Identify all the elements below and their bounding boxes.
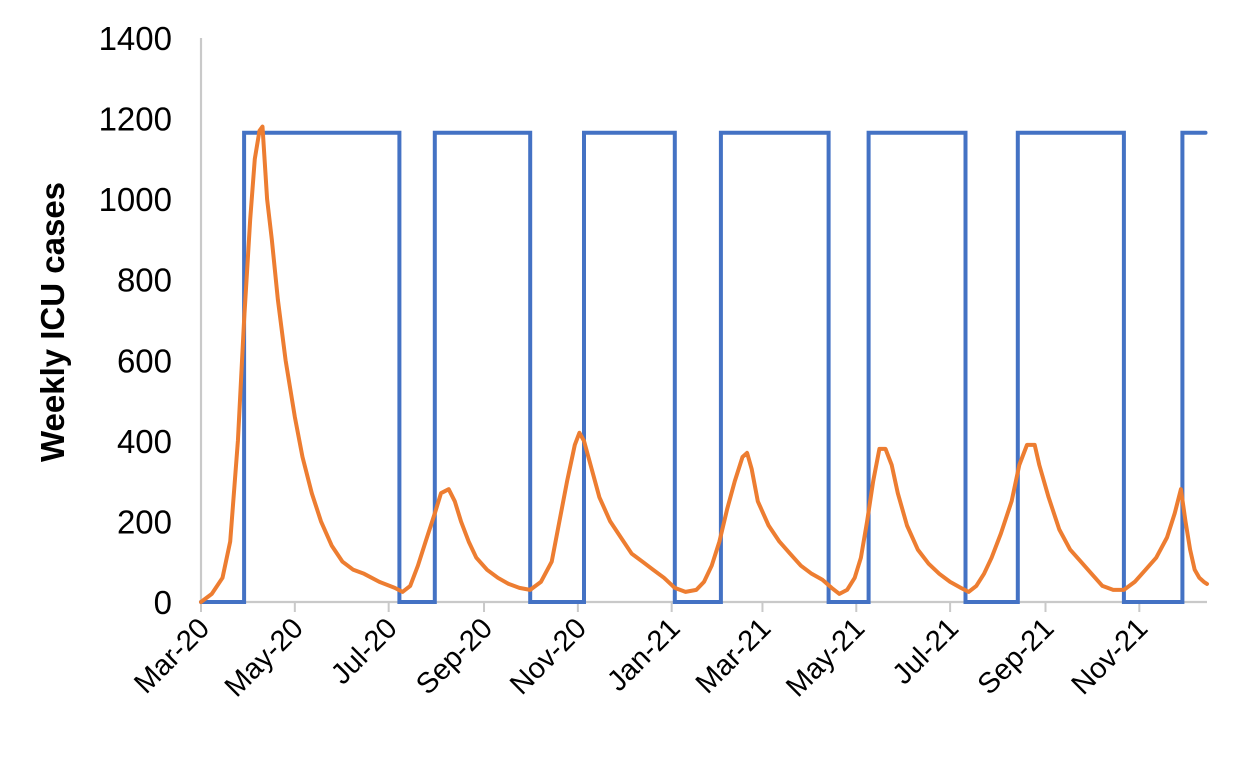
x-tick-labels: Mar-20 May-20 Jul-20 Sep-20 Nov-20 Jan-21 Mar-… <box>128 602 1154 703</box>
y-tick-label: 800 <box>117 262 172 299</box>
x-tick-label: May-21 <box>780 612 871 703</box>
x-tick-label: Jul-21 <box>887 612 965 690</box>
orange-icu-series-line <box>199 124 1209 604</box>
x-tick-label: Jan-21 <box>601 612 686 697</box>
x-tick-label: Mar-21 <box>690 612 778 700</box>
x-tick-label: May-20 <box>219 612 310 703</box>
blue-step-series-line <box>199 130 1208 604</box>
y-axis-title: Weekly ICU cases <box>34 182 71 462</box>
y-tick-label: 1000 <box>99 181 172 218</box>
y-tick-label: 1200 <box>99 101 172 138</box>
y-tick-label: 0 <box>154 584 172 621</box>
y-tick-labels: 0 200 400 600 800 1000 1200 1400 <box>99 20 172 621</box>
x-tick-label: Sep-20 <box>410 612 499 701</box>
x-tick-label: Sep-21 <box>972 612 1061 701</box>
x-tick-label: Nov-21 <box>1066 612 1155 701</box>
y-tick-label: 400 <box>117 423 172 460</box>
y-tick-label: 200 <box>117 503 172 540</box>
y-tick-label: 1400 <box>99 20 172 57</box>
series-lines <box>199 124 1209 604</box>
x-tick-label: Nov-20 <box>504 612 593 701</box>
x-tick-label: Jul-20 <box>325 612 403 690</box>
y-tick-label: 600 <box>117 342 172 379</box>
x-tick-label: Mar-20 <box>128 612 216 700</box>
